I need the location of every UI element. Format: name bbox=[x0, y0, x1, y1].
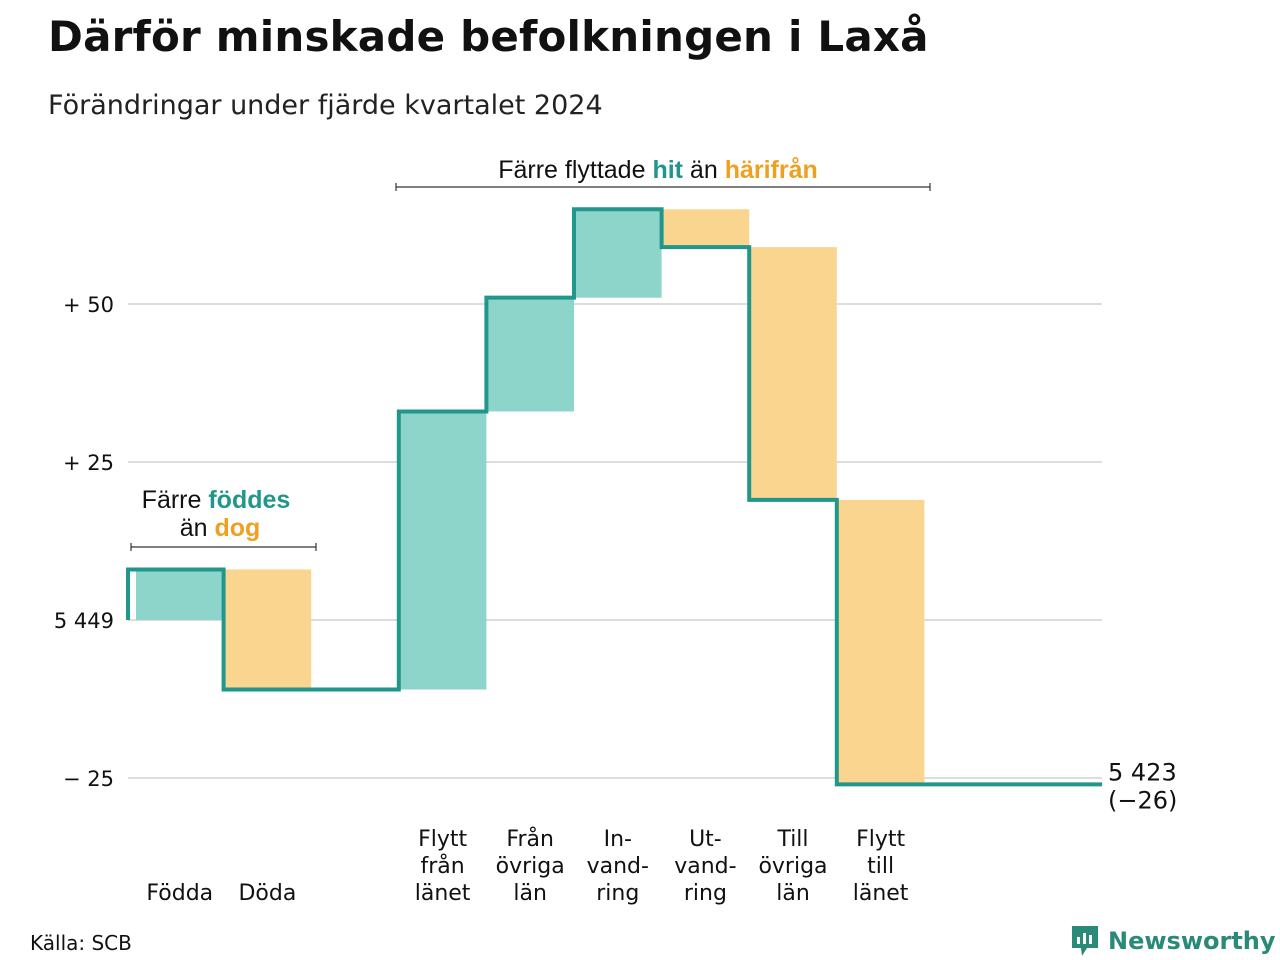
decrease-bar bbox=[661, 209, 750, 248]
y-tick-label: 5 449 bbox=[54, 609, 114, 633]
x-category-label: Födda bbox=[146, 881, 213, 906]
increase-bar bbox=[398, 411, 487, 690]
newsworthy-logo: Newsworthy bbox=[1070, 924, 1276, 958]
annotation-span: än bbox=[180, 514, 215, 542]
x-category-label: Till bbox=[776, 827, 808, 852]
x-category-label: Flytt bbox=[418, 827, 467, 852]
annotation-span: än bbox=[683, 156, 725, 184]
x-category-label: län bbox=[513, 881, 547, 906]
x-category-label: ring bbox=[684, 881, 727, 906]
increase-bar bbox=[574, 209, 662, 298]
x-category-label: ring bbox=[596, 881, 639, 906]
y-tick-label: − 25 bbox=[63, 767, 114, 791]
x-category-label: Döda bbox=[238, 881, 296, 906]
decrease-bar bbox=[836, 499, 925, 785]
brand-name: Newsworthy bbox=[1108, 927, 1276, 955]
annotation-span: dog bbox=[214, 514, 260, 542]
x-category-label: övriga bbox=[758, 854, 827, 879]
y-tick-label: + 50 bbox=[63, 293, 114, 317]
x-category-label: till bbox=[867, 854, 894, 879]
annotation-births-deaths: än dog bbox=[180, 514, 261, 542]
x-category-label: vand- bbox=[587, 854, 649, 879]
chart-title: Därför minskade befolkningen i Laxå bbox=[48, 12, 929, 61]
annotation-span: Färre bbox=[142, 486, 209, 514]
x-category-label: övriga bbox=[496, 854, 565, 879]
annotation-span: Färre flyttade bbox=[498, 156, 652, 184]
decrease-bar bbox=[749, 247, 837, 500]
end-change-label: (−26) bbox=[1108, 786, 1177, 814]
increase-bar bbox=[486, 297, 574, 412]
x-category-label: vand- bbox=[674, 854, 736, 879]
newsworthy-icon bbox=[1072, 926, 1098, 956]
decrease-bar bbox=[223, 569, 312, 690]
x-category-label: från bbox=[420, 853, 464, 879]
annotation-migration: Färre flyttade hit än härifrån bbox=[498, 156, 818, 184]
x-category-label: län bbox=[776, 881, 810, 906]
y-tick-label: + 25 bbox=[63, 451, 114, 475]
x-category-label: länet bbox=[415, 881, 471, 906]
x-category-label: In- bbox=[604, 827, 632, 852]
increase-bar bbox=[136, 569, 224, 620]
annotation-span: föddes bbox=[208, 486, 290, 514]
chart-subtitle: Förändringar under fjärde kvartalet 2024 bbox=[48, 90, 603, 121]
x-category-label: Från bbox=[506, 826, 554, 852]
annotation-span: hit bbox=[652, 156, 683, 184]
x-category-label: Flytt bbox=[856, 827, 905, 852]
end-value-label: 5 423 bbox=[1108, 758, 1177, 786]
annotation-span: härifrån bbox=[725, 156, 818, 184]
annotation-births-deaths: Färre föddes bbox=[142, 486, 291, 514]
source-note: Källa: SCB bbox=[30, 931, 132, 955]
cumulative-step-line bbox=[126, 207, 1102, 787]
x-category-label: Ut- bbox=[689, 827, 722, 852]
x-category-label: länet bbox=[853, 881, 909, 906]
